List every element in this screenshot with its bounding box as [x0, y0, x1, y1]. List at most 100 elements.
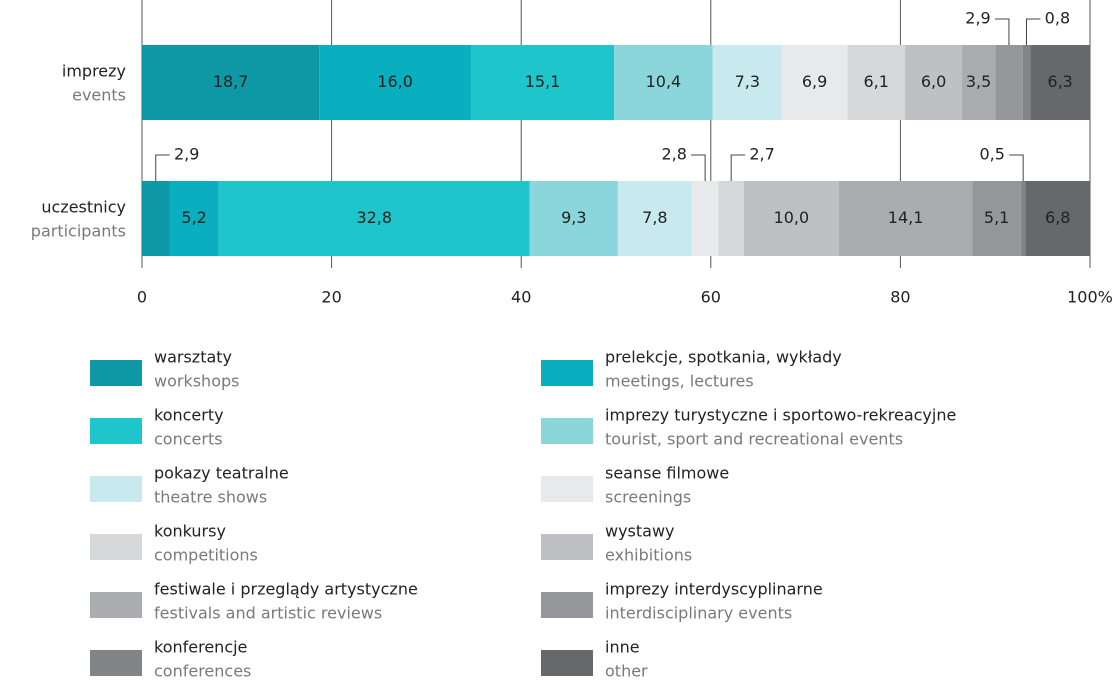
legend-swatch [90, 650, 142, 676]
category-label: uczestnicy [41, 198, 126, 217]
legend-swatch [90, 534, 142, 560]
legend-swatch [541, 418, 593, 444]
legend-swatch [541, 592, 593, 618]
x-tick-label: 40 [511, 288, 531, 307]
category-label-en: events [72, 86, 126, 105]
value-label: 0,8 [1045, 9, 1070, 28]
value-label: 2,7 [749, 145, 774, 164]
callout-line [994, 18, 1010, 45]
bar-segment [1030, 45, 1090, 120]
bar-segment [169, 181, 219, 256]
legend-label-en: concerts [154, 430, 223, 449]
legend-swatch [541, 650, 593, 676]
bar-segment [962, 45, 996, 120]
value-label: 7,3 [735, 72, 760, 91]
bar-segment [529, 181, 618, 256]
value-label: 5,2 [181, 208, 206, 227]
bar-segment [781, 45, 848, 120]
bar-segment [972, 181, 1021, 256]
legend-label-en: meetings, lectures [605, 372, 754, 391]
legend-swatch [90, 476, 142, 502]
value-label: 6,9 [802, 72, 827, 91]
legend-label-en: theatre shows [154, 488, 267, 507]
legend-swatch [90, 418, 142, 444]
legend-label: warsztaty [154, 348, 232, 367]
legend-swatch [90, 592, 142, 618]
value-label: 15,1 [525, 72, 561, 91]
bar-segment [905, 45, 963, 120]
value-label: 6,0 [921, 72, 946, 91]
legend-label-en: screenings [605, 488, 691, 507]
bar-segment [712, 45, 782, 120]
value-label: 10,0 [774, 208, 810, 227]
value-label: 14,1 [888, 208, 924, 227]
bar-segment [743, 181, 839, 256]
callout-line [1009, 154, 1024, 181]
bar-segment [319, 45, 471, 120]
legend-label-en: competitions [154, 546, 258, 565]
bar-segment [718, 181, 744, 256]
bar-segment [1025, 181, 1090, 256]
category-label-en: participants [31, 222, 126, 241]
legend-label: prelekcje, spotkania, wykłady [605, 348, 842, 367]
legend-label: imprezy turystyczne i sportowo-rekreacyj… [605, 406, 956, 425]
bar-segment [1020, 181, 1026, 256]
value-label: 3,5 [966, 72, 991, 91]
legend-swatch [541, 476, 593, 502]
bar-segment [1022, 45, 1031, 120]
bar-segment [617, 181, 692, 256]
value-label: 9,3 [561, 208, 586, 227]
legend-label-en: other [605, 662, 648, 678]
x-tick-label: 60 [701, 288, 721, 307]
category-label: imprezy [62, 62, 126, 81]
callout-line [730, 154, 746, 181]
legend-label-en: conferences [154, 662, 251, 678]
legend-label: festiwale i przeglądy artystyczne [154, 580, 418, 599]
value-label: 6,1 [863, 72, 888, 91]
legend-label: wystawy [605, 522, 675, 541]
legend-label-en: workshops [154, 372, 239, 391]
legend-label-en: festivals and artistic reviews [154, 604, 382, 623]
value-label: 18,7 [213, 72, 249, 91]
bar-segment [142, 181, 170, 256]
x-tick-label: 20 [321, 288, 341, 307]
callout-line [691, 154, 706, 181]
legend-label: koncerty [154, 406, 224, 425]
value-label: 6,3 [1047, 72, 1072, 91]
bar-segment [847, 45, 906, 120]
value-label: 7,8 [642, 208, 667, 227]
legend-label-en: tourist, sport and recreational events [605, 430, 903, 449]
value-label: 2,8 [661, 145, 686, 164]
legend-swatch [90, 360, 142, 386]
value-label: 0,5 [980, 145, 1005, 164]
legend-label-en: exhibitions [605, 546, 692, 565]
callout-line [155, 154, 170, 181]
legend-label: pokazy teatralne [154, 464, 289, 483]
bar-segment [470, 45, 615, 120]
value-label: 2,9 [174, 145, 199, 164]
bar-segment [218, 181, 530, 256]
value-label: 10,4 [646, 72, 682, 91]
legend-swatch [541, 360, 593, 386]
bar-segment [614, 45, 713, 120]
bar-segment [691, 181, 719, 256]
callout-line [1025, 18, 1041, 45]
x-tick-label: 100% [1067, 288, 1113, 307]
legend-label: inne [605, 638, 640, 657]
value-label: 5,1 [984, 208, 1009, 227]
x-tick-label: 80 [890, 288, 910, 307]
bar-segment [995, 45, 1023, 120]
value-label: 16,0 [377, 72, 413, 91]
bar-segment [838, 181, 973, 256]
bar-segment [142, 45, 320, 120]
legend-label: imprezy interdyscyplinarne [605, 580, 823, 599]
legend-label: konferencje [154, 638, 247, 657]
value-label: 32,8 [356, 208, 392, 227]
x-tick-label: 0 [137, 288, 147, 307]
legend-label: seanse filmowe [605, 464, 729, 483]
value-label: 6,8 [1045, 208, 1070, 227]
value-label: 2,9 [965, 9, 990, 28]
legend-label: konkursy [154, 522, 226, 541]
legend-label-en: interdisciplinary events [605, 604, 792, 623]
